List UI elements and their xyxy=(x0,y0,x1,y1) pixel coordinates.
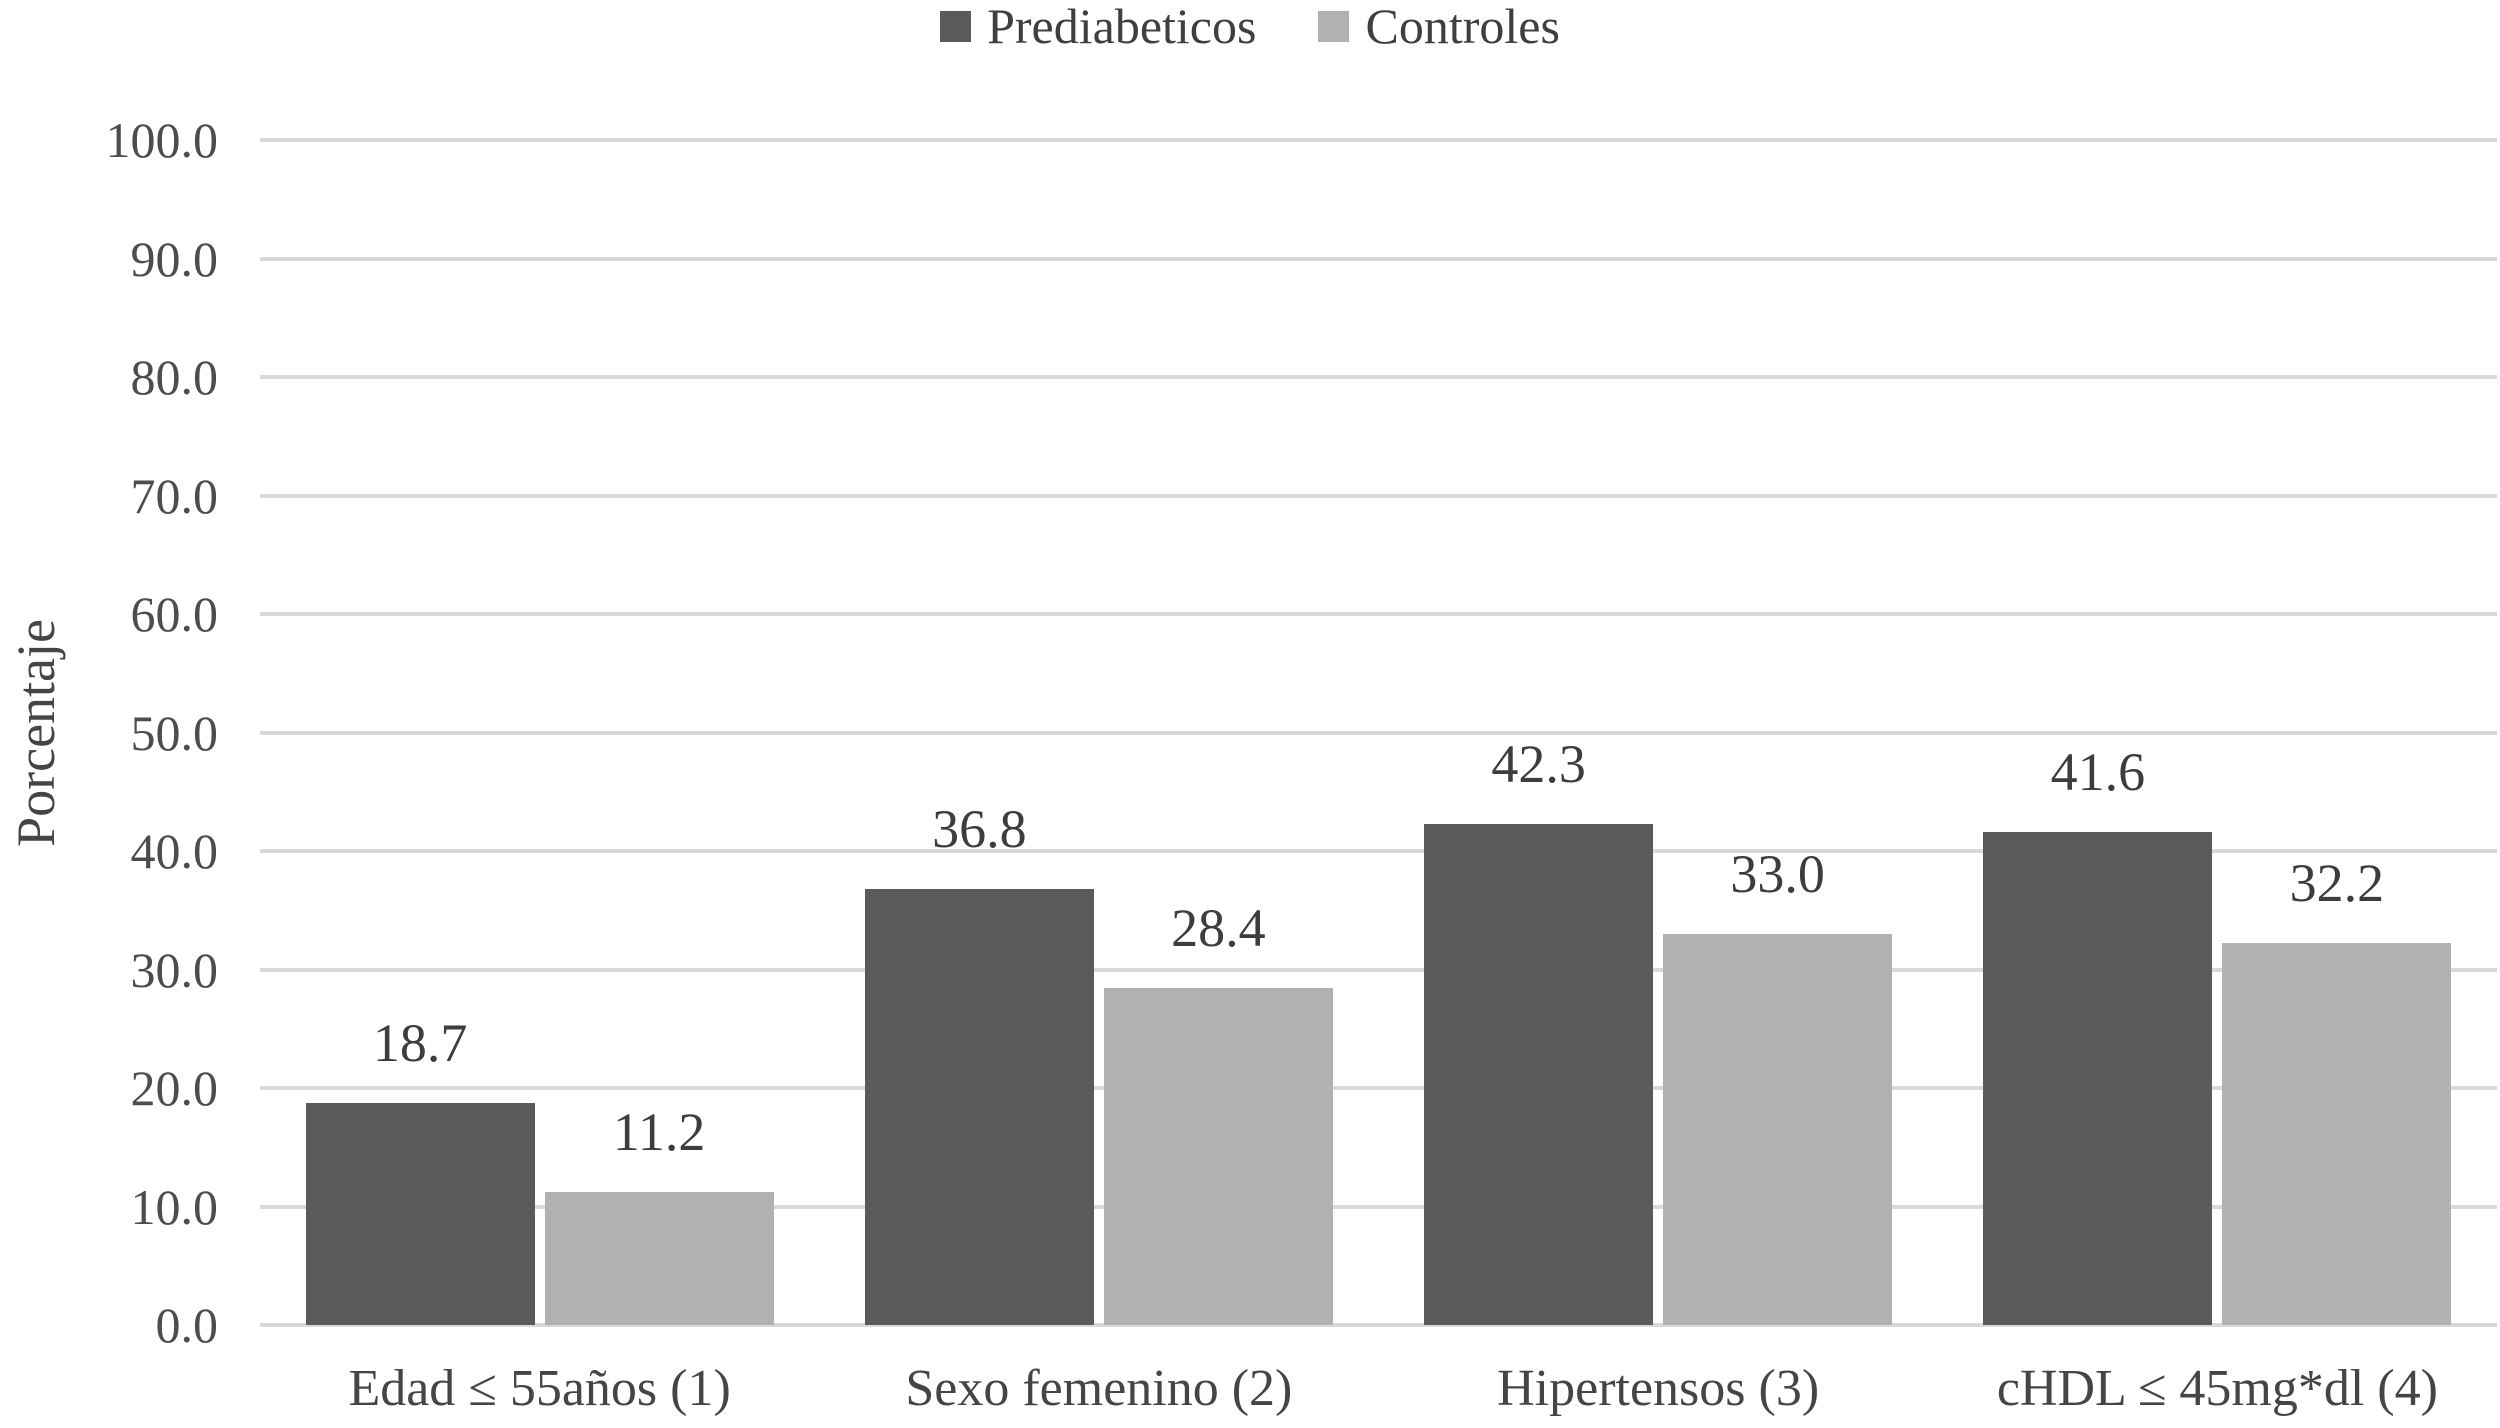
value-label-prediabeticos: 36.8 xyxy=(932,798,1027,859)
legend-item-controles: Controles xyxy=(1318,0,1560,54)
x-category-label: Sexo femenino (2) xyxy=(905,1360,1293,1417)
plot-area: 18.7 11.2 36.8 28.4 42.3 33.0 41.6 32.2 xyxy=(260,138,2497,1327)
y-tick-label: 60.0 xyxy=(130,586,219,642)
gridline xyxy=(260,493,2497,498)
y-tick-label: 70.0 xyxy=(130,467,219,524)
y-tick-label: 100.0 xyxy=(105,112,219,168)
y-tick-label: 40.0 xyxy=(130,823,219,879)
value-label-controles: 32.2 xyxy=(2289,853,2385,914)
gridline xyxy=(260,1086,2497,1090)
y-tick-label: 30.0 xyxy=(130,941,219,998)
gridline xyxy=(260,1204,2497,1209)
bar-prediabeticos xyxy=(1983,832,2213,1325)
legend-swatch-icon xyxy=(1318,10,1350,42)
value-label-controles: 11.2 xyxy=(612,1102,706,1163)
y-tick-label: 50.0 xyxy=(130,704,219,761)
value-label-controles: 33.0 xyxy=(1730,843,1825,904)
value-label-prediabeticos: 42.3 xyxy=(1491,733,1586,794)
x-category-label: cHDL ≤ 45mg*dl (4) xyxy=(1996,1360,2438,1417)
chart-legend: Prediabeticos Controles xyxy=(0,0,2500,52)
value-label-prediabeticos: 41.6 xyxy=(2050,742,2146,803)
y-tick-label: 0.0 xyxy=(155,1297,219,1353)
value-label-prediabeticos: 18.7 xyxy=(372,1013,468,1074)
gridline xyxy=(260,849,2497,853)
bar-prediabeticos xyxy=(1424,823,1654,1325)
legend-label: Controles xyxy=(1365,0,1560,54)
gridline xyxy=(260,256,2497,261)
gridline xyxy=(260,138,2497,142)
legend-swatch-icon xyxy=(940,10,972,42)
x-category-label: Edad ≤ 55años (1) xyxy=(348,1360,731,1417)
bar-prediabeticos xyxy=(305,1103,535,1325)
gridline xyxy=(260,612,2497,616)
gridline xyxy=(260,730,2497,735)
bar-controles xyxy=(2222,943,2452,1325)
value-label-controles: 28.4 xyxy=(1171,898,1266,959)
x-axis-baseline xyxy=(260,1323,2497,1327)
legend-item-prediabeticos: Prediabeticos xyxy=(940,0,1256,52)
bar-controles xyxy=(1103,988,1333,1325)
y-tick-label: 90.0 xyxy=(130,230,219,287)
legend-label: Prediabeticos xyxy=(987,0,1257,54)
gridline xyxy=(260,375,2497,379)
y-tick-label: 80.0 xyxy=(130,349,219,405)
bar-controles xyxy=(544,1192,774,1325)
bar-prediabeticos xyxy=(864,888,1094,1325)
bar-controles xyxy=(1663,933,1893,1325)
y-tick-label: 20.0 xyxy=(130,1060,219,1116)
y-tick-label: 10.0 xyxy=(130,1178,219,1235)
x-category-label: Hipertensos (3) xyxy=(1497,1360,1820,1417)
gridline xyxy=(260,967,2497,972)
